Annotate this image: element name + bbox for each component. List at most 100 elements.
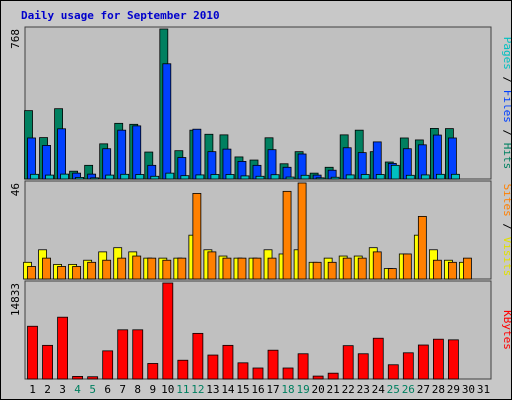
day-label-28: 28 xyxy=(432,383,445,396)
kbytes-bar-19 xyxy=(297,353,309,380)
sites-bar-25 xyxy=(387,268,397,280)
kbytes-bar-20 xyxy=(312,375,324,380)
day-label-11: 11 xyxy=(176,383,189,396)
day-label-30: 30 xyxy=(462,383,475,396)
files-bar-7 xyxy=(117,129,127,180)
pages-bar-4 xyxy=(75,177,85,180)
pages-bar-8 xyxy=(135,174,145,180)
sites-bar-12 xyxy=(192,193,202,280)
files-bar-10 xyxy=(162,63,172,180)
pages-bar-13 xyxy=(210,174,220,180)
pages-bar-25 xyxy=(390,164,400,180)
day-label-29: 29 xyxy=(447,383,460,396)
pages-bar-19 xyxy=(300,174,310,180)
day-label-23: 23 xyxy=(357,383,370,396)
kbytes-bar-27 xyxy=(417,344,429,380)
sites-bar-26 xyxy=(402,253,412,280)
pages-bar-2 xyxy=(45,174,54,180)
sites-bar-8 xyxy=(132,255,142,280)
files-bar-8 xyxy=(132,125,142,180)
kbytes-bar-6 xyxy=(102,350,114,380)
sites-bar-27 xyxy=(417,215,427,280)
kbytes-bar-8 xyxy=(132,329,144,380)
legend-item-3-0: KBytes xyxy=(501,310,511,350)
files-bar-12 xyxy=(192,128,202,180)
day-label-8: 8 xyxy=(134,383,141,396)
pages-bar-1 xyxy=(30,173,39,180)
files-bar-28 xyxy=(432,134,442,180)
kbytes-bar-18 xyxy=(282,367,294,380)
sites-bar-17 xyxy=(267,257,277,280)
sites-bar-10 xyxy=(162,259,172,280)
day-label-4: 4 xyxy=(74,383,81,396)
kbytes-bar-24 xyxy=(372,337,384,380)
day-label-14: 14 xyxy=(221,383,235,396)
ymax-label-1: 768 xyxy=(9,29,22,49)
kbytes-bar-17 xyxy=(267,349,279,380)
sites-bar-14 xyxy=(222,257,232,280)
chart-title: Daily usage for September 2010 xyxy=(21,9,220,22)
day-label-31: 31 xyxy=(477,383,490,396)
pages-bar-29 xyxy=(451,173,460,180)
sites-bar-3 xyxy=(57,266,66,280)
day-label-18: 18 xyxy=(281,383,294,396)
files-bar-6 xyxy=(102,148,112,180)
day-label-27: 27 xyxy=(417,383,430,396)
pages-bar-11 xyxy=(180,175,190,180)
sites-bar-2 xyxy=(42,257,51,280)
kbytes-bar-9 xyxy=(147,363,159,380)
kbytes-bar-22 xyxy=(342,345,354,380)
sites-bar-24 xyxy=(372,251,382,280)
kbytes-bar-29 xyxy=(448,339,459,380)
day-label-17: 17 xyxy=(266,383,279,396)
sites-bar-1 xyxy=(27,266,36,280)
legend-2: Sites / Visits xyxy=(501,184,511,277)
kbytes-bar-12 xyxy=(192,332,204,380)
files-bar-3 xyxy=(57,128,66,180)
files-bar-22 xyxy=(342,147,352,180)
day-label-7: 7 xyxy=(119,383,126,396)
kbytes-bar-2 xyxy=(42,344,53,380)
sites-bar-13 xyxy=(207,251,217,280)
pages-bar-21 xyxy=(330,176,340,180)
day-label-13: 13 xyxy=(206,383,219,396)
sites-bar-23 xyxy=(357,257,367,280)
pages-bar-20 xyxy=(315,177,325,180)
pages-bar-12 xyxy=(195,174,205,180)
pages-bar-28 xyxy=(435,173,445,180)
sites-bar-9 xyxy=(147,257,157,280)
day-label-12: 12 xyxy=(191,383,204,396)
day-label-21: 21 xyxy=(327,383,340,396)
day-label-9: 9 xyxy=(149,383,156,396)
day-label-24: 24 xyxy=(372,383,386,396)
day-label-20: 20 xyxy=(312,383,325,396)
day-label-15: 15 xyxy=(236,383,249,396)
pages-bar-9 xyxy=(150,175,160,180)
legend-1: Pages / Files / Hits xyxy=(501,37,511,170)
pages-bar-15 xyxy=(240,175,250,180)
sites-bar-16 xyxy=(252,257,262,280)
legend-3: KBytes xyxy=(501,310,511,350)
pages-bar-6 xyxy=(105,174,115,180)
pages-bar-10 xyxy=(165,172,175,180)
kbytes-bar-16 xyxy=(252,367,264,380)
sites-bar-20 xyxy=(312,261,322,280)
sites-bar-7 xyxy=(117,257,127,280)
pages-bar-18 xyxy=(285,176,295,180)
legend-item-1-2: Files xyxy=(501,90,511,123)
kbytes-bar-23 xyxy=(357,353,369,380)
ymax-label-3: 14833 xyxy=(9,283,22,316)
kbytes-bar-1 xyxy=(27,325,38,380)
sites-bar-29 xyxy=(448,261,457,280)
sites-bar-5 xyxy=(87,261,97,280)
files-bar-29 xyxy=(448,137,457,180)
kbytes-bar-13 xyxy=(207,354,219,380)
kbytes-bar-7 xyxy=(117,329,129,380)
sites-bar-19 xyxy=(297,182,307,280)
kbytes-bar-10 xyxy=(162,282,174,380)
sites-bar-21 xyxy=(327,261,337,280)
sites-bar-11 xyxy=(177,257,187,280)
day-label-16: 16 xyxy=(251,383,264,396)
files-bar-24 xyxy=(372,141,382,180)
